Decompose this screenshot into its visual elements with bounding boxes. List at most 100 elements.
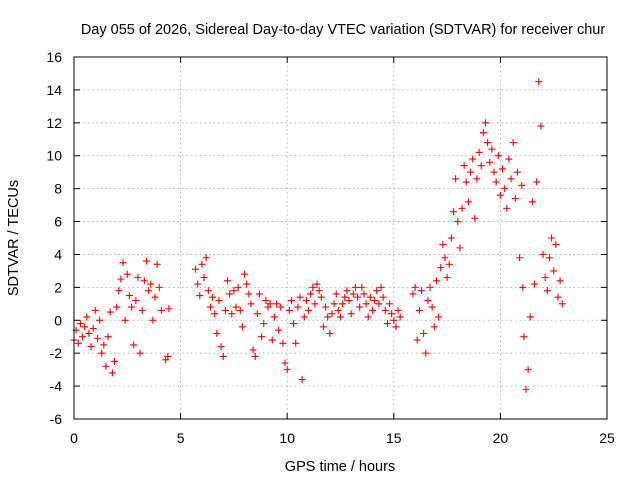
data-point bbox=[449, 208, 457, 216]
data-point bbox=[415, 306, 423, 314]
data-point bbox=[273, 300, 281, 308]
data-point bbox=[200, 273, 208, 281]
data-point bbox=[206, 303, 214, 311]
data-point bbox=[458, 204, 466, 212]
data-point bbox=[253, 310, 261, 318]
data-point bbox=[496, 191, 504, 199]
data-point bbox=[471, 214, 479, 222]
data-point bbox=[386, 300, 394, 308]
data-point bbox=[379, 293, 387, 301]
data-point bbox=[535, 78, 543, 86]
data-point bbox=[243, 280, 251, 288]
data-point bbox=[213, 329, 221, 337]
data-point bbox=[115, 287, 123, 295]
data-point bbox=[539, 250, 547, 258]
data-point bbox=[155, 283, 163, 291]
data-point bbox=[507, 175, 515, 183]
data-point bbox=[556, 277, 564, 285]
data-point bbox=[548, 234, 556, 242]
data-point bbox=[100, 341, 108, 349]
x-tick-label: 25 bbox=[599, 430, 615, 446]
data-point bbox=[552, 241, 560, 249]
data-point bbox=[245, 290, 253, 298]
grid bbox=[74, 57, 607, 419]
data-point bbox=[524, 366, 532, 374]
data-point bbox=[347, 310, 355, 318]
data-point bbox=[428, 303, 436, 311]
data-point bbox=[151, 293, 159, 301]
data-point bbox=[464, 198, 472, 206]
y-tick-label: 2 bbox=[54, 279, 62, 295]
data-point bbox=[76, 320, 84, 328]
data-point bbox=[541, 273, 549, 281]
data-point bbox=[275, 326, 283, 334]
data-point bbox=[454, 218, 462, 226]
data-point bbox=[255, 290, 263, 298]
data-point bbox=[324, 313, 332, 321]
data-point bbox=[194, 280, 202, 288]
data-point bbox=[467, 168, 475, 176]
data-point bbox=[165, 305, 173, 313]
data-point bbox=[104, 333, 112, 341]
data-point bbox=[358, 283, 366, 291]
data-point bbox=[192, 265, 200, 273]
data-point bbox=[351, 283, 359, 291]
data-point bbox=[305, 306, 313, 314]
data-point bbox=[424, 297, 432, 305]
data-point bbox=[113, 303, 121, 311]
data-point bbox=[147, 280, 155, 288]
data-point bbox=[285, 306, 293, 314]
data-point bbox=[520, 333, 528, 341]
data-point bbox=[371, 297, 379, 305]
data-point bbox=[447, 234, 455, 242]
data-point bbox=[262, 297, 270, 305]
data-point bbox=[268, 336, 276, 344]
data-point bbox=[79, 333, 87, 341]
data-point bbox=[89, 325, 97, 332]
data-point bbox=[204, 287, 212, 295]
data-point bbox=[209, 293, 217, 301]
data-point bbox=[136, 349, 144, 357]
data-point bbox=[426, 283, 434, 291]
data-point bbox=[300, 313, 308, 321]
data-point bbox=[439, 241, 447, 249]
axis-ticks bbox=[73, 56, 608, 420]
data-point bbox=[117, 275, 125, 283]
data-point bbox=[511, 195, 519, 203]
data-point bbox=[198, 260, 206, 268]
data-point bbox=[332, 290, 340, 298]
data-point bbox=[488, 145, 496, 153]
data-point bbox=[106, 308, 114, 316]
data-point bbox=[74, 339, 82, 347]
data-point bbox=[283, 366, 291, 374]
data-point bbox=[236, 306, 244, 314]
data-point bbox=[302, 297, 310, 305]
data-point bbox=[503, 204, 511, 212]
data-point bbox=[226, 290, 234, 298]
data-point bbox=[354, 293, 362, 301]
data-point bbox=[356, 303, 364, 311]
data-point bbox=[98, 349, 106, 357]
data-point bbox=[328, 310, 336, 318]
data-point bbox=[373, 287, 381, 295]
data-point bbox=[221, 306, 229, 314]
data-point bbox=[232, 303, 240, 311]
data-point bbox=[145, 287, 153, 295]
data-point bbox=[270, 313, 278, 321]
data-point bbox=[364, 313, 372, 321]
data-point bbox=[247, 300, 255, 308]
data-point bbox=[142, 257, 150, 265]
data-point bbox=[375, 300, 383, 308]
data-point bbox=[452, 175, 460, 183]
data-point bbox=[543, 287, 551, 295]
data-point bbox=[445, 260, 453, 268]
x-tick-label: 10 bbox=[279, 430, 295, 446]
y-tick-label: 0 bbox=[54, 312, 62, 328]
data-point bbox=[516, 254, 524, 262]
data-point bbox=[87, 343, 95, 351]
data-point bbox=[130, 341, 138, 349]
y-tick-label: 16 bbox=[46, 49, 62, 65]
data-point bbox=[196, 292, 204, 300]
chart-title: Day 055 of 2026, Sidereal Day-to-day VTE… bbox=[81, 22, 606, 38]
